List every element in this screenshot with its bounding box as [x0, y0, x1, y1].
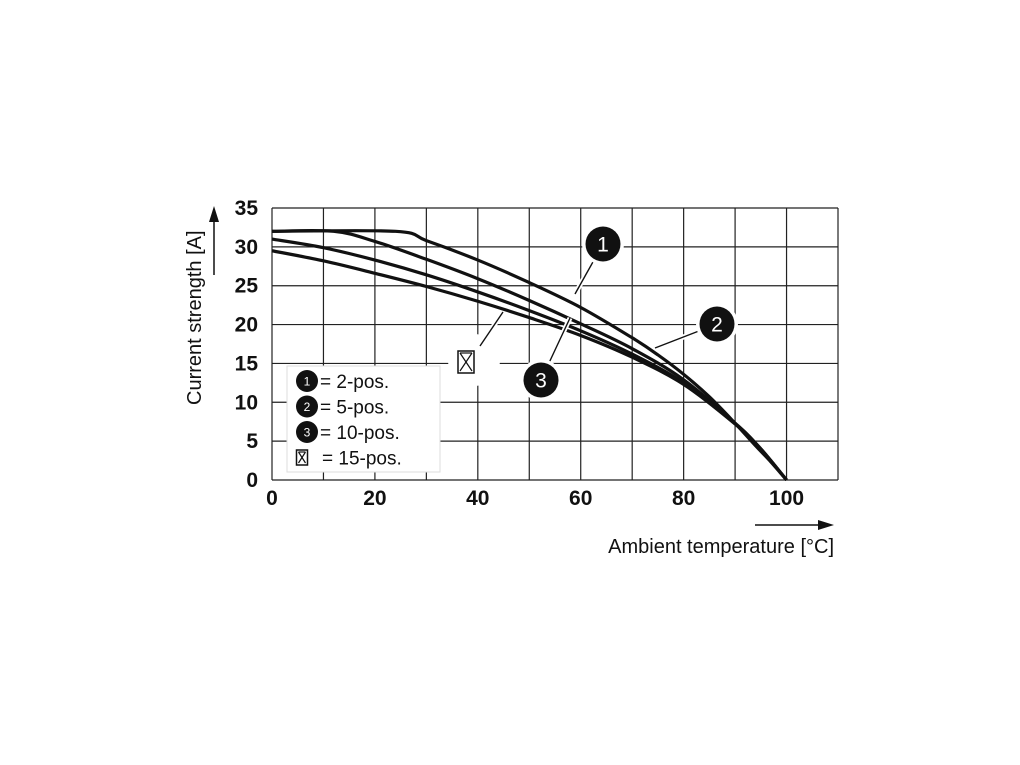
x-tick-label: 0 — [266, 487, 278, 510]
legend-item-2: 2 = 5-pos. — [296, 395, 389, 419]
legend-label: = 10-pos. — [320, 423, 400, 444]
legend-badge-number: 2 — [304, 400, 311, 414]
y-tick-label: 20 — [235, 314, 258, 337]
callout-3: 3 — [520, 316, 573, 401]
y-tick-label: 30 — [235, 236, 258, 259]
y-tick-label: 5 — [246, 430, 258, 453]
y-tick-label: 10 — [235, 391, 258, 414]
x-tick-label: 60 — [569, 487, 592, 510]
x-axis-arrow — [755, 520, 834, 530]
legend-badge-2 — [296, 395, 318, 418]
y-tick-labels: 0 5 10 15 20 25 30 35 — [235, 197, 259, 492]
legend-badge-3 — [296, 421, 318, 443]
y-axis-arrow — [209, 206, 219, 275]
callout-badge-3 — [523, 362, 559, 398]
legend-label: = 15-pos. — [322, 449, 402, 470]
callout-2: 2 — [654, 303, 738, 351]
callout-badge-number: 3 — [535, 370, 547, 393]
x-tick-label: 40 — [466, 487, 489, 510]
legend: 1 = 2-pos. 2 = 5-pos. 3 = 10-pos. = 15-pos. — [286, 365, 441, 473]
x-tick-label: 80 — [672, 487, 695, 510]
y-tick-label: 0 — [246, 469, 258, 492]
legend-item-4: = 15-pos. — [295, 449, 402, 470]
series-line-4 — [271, 249, 788, 482]
y-axis-label: Current strength [A] — [184, 230, 206, 405]
callout-1: 1 — [572, 223, 624, 296]
x-tick-labels: 0 20 40 60 80 100 — [266, 487, 804, 510]
series-lines — [271, 228, 788, 482]
series-callouts: 1 2 3 — [448, 223, 738, 401]
y-tick-label: 15 — [235, 352, 259, 375]
callout-badge-1 — [585, 226, 621, 262]
legend-label: = 5-pos. — [320, 398, 389, 419]
legend-badge-number: 1 — [304, 375, 311, 389]
callout-badge-number: 1 — [597, 234, 609, 257]
legend-item-3: 3 = 10-pos. — [296, 421, 400, 444]
x-tick-label: 20 — [363, 487, 386, 510]
x-tick-label: 100 — [769, 487, 804, 510]
legend-crossed-box-icon — [295, 449, 309, 466]
y-tick-label: 35 — [235, 197, 259, 220]
callout-badge-number: 2 — [711, 314, 723, 337]
x-axis-label: Ambient temperature [°C] — [608, 536, 834, 558]
legend-badge-1 — [296, 370, 318, 392]
legend-label: = 2-pos. — [320, 372, 389, 393]
callout-badge-2 — [699, 306, 735, 342]
callout-4 — [448, 310, 506, 386]
legend-badge-number: 3 — [304, 426, 311, 440]
legend-item-1: 1 = 2-pos. — [296, 370, 389, 393]
y-tick-label: 25 — [235, 275, 259, 298]
callout-crossed-box-icon — [457, 350, 475, 374]
